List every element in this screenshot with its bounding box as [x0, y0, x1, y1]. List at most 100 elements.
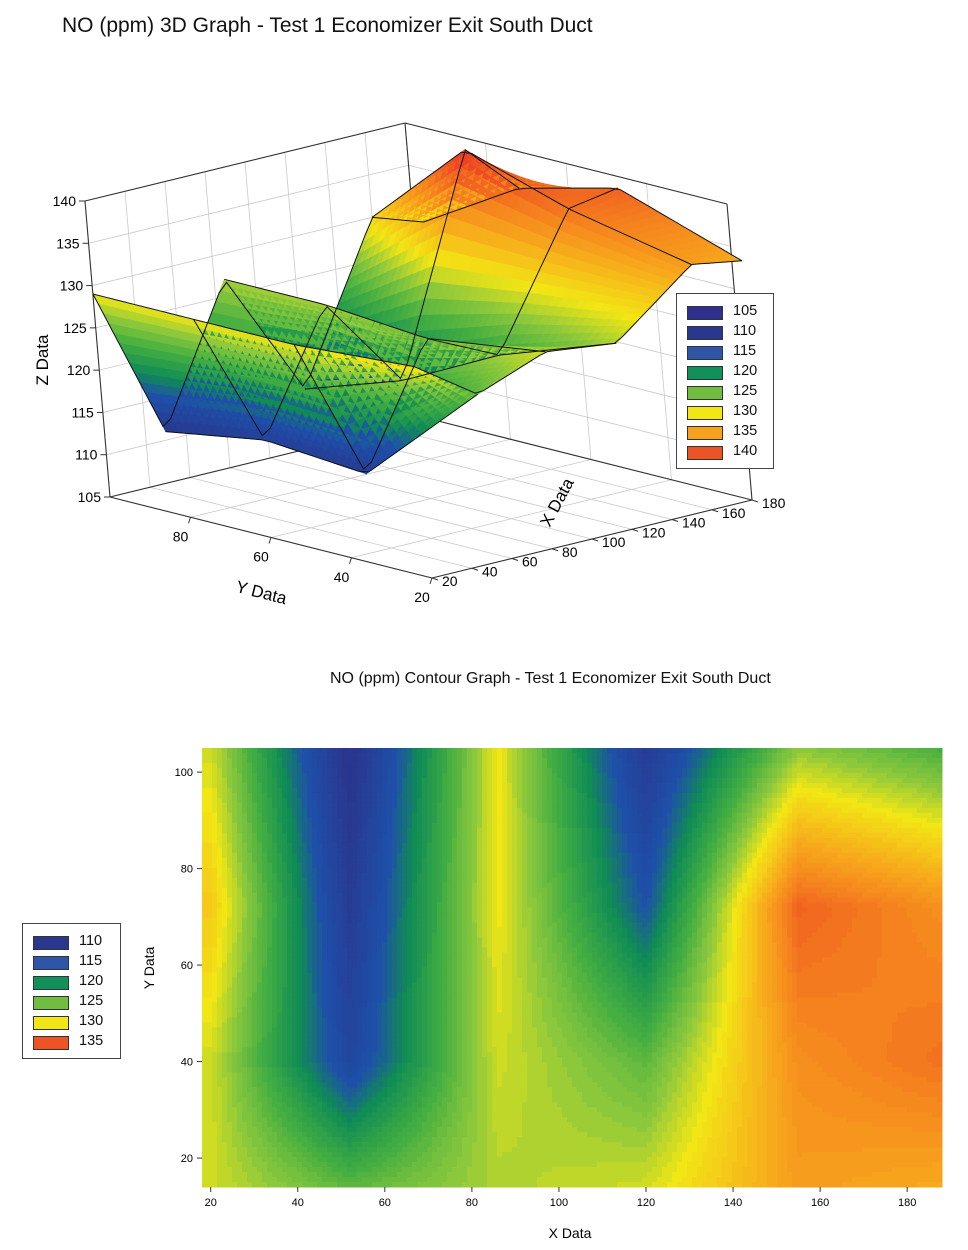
contour-cell — [847, 792, 853, 799]
contour-cell — [247, 782, 253, 789]
contour-cell — [297, 787, 303, 794]
contour-cell — [552, 787, 558, 794]
contour-cell — [552, 782, 558, 789]
contour-cell — [892, 772, 898, 779]
contour-cell — [877, 767, 883, 774]
contour-cell — [587, 787, 593, 794]
contour-cell — [282, 748, 288, 754]
contour-cell — [272, 812, 278, 819]
contour-cell — [442, 797, 448, 804]
contour-cell — [697, 802, 703, 809]
contour-cell — [457, 772, 463, 779]
contour-cell — [707, 762, 713, 769]
contour-cell — [857, 802, 863, 809]
contour-cell — [262, 802, 268, 809]
contour-cell — [842, 748, 848, 754]
contour-cell — [852, 797, 858, 804]
contour-cell — [472, 797, 478, 804]
contour-cell — [882, 792, 888, 799]
contour-cell — [752, 767, 758, 774]
contour-cell — [457, 807, 463, 814]
contour-cell — [817, 777, 823, 784]
contour-cell — [607, 802, 613, 809]
contour-cell — [272, 772, 278, 779]
contour-cell — [577, 777, 583, 784]
contour-cell — [557, 767, 563, 774]
contour-cell — [637, 762, 643, 769]
contour-cell — [742, 762, 748, 769]
contour-cell — [492, 772, 498, 779]
contour-cell — [472, 802, 478, 809]
contour-cell — [442, 792, 448, 799]
contour-cell — [762, 792, 768, 799]
contour-cell — [492, 787, 498, 794]
contour-cell — [582, 797, 588, 804]
contour-cell — [832, 802, 838, 809]
contour-cell — [347, 782, 353, 789]
contour-cell — [937, 752, 943, 759]
contour-cell — [567, 748, 573, 754]
contour-cell — [717, 772, 723, 779]
contour-cell — [467, 767, 473, 774]
contour-cell — [662, 782, 668, 789]
contour-cell — [347, 797, 353, 804]
contour-cell — [832, 807, 838, 814]
contour-cell — [687, 797, 693, 804]
contour-cell — [717, 748, 723, 754]
contour-cell — [887, 777, 893, 784]
contour-cell — [777, 752, 783, 759]
contour-cell — [487, 787, 493, 794]
contour-cell — [307, 762, 313, 769]
contour-cell — [577, 757, 583, 764]
contour-cell — [497, 767, 503, 774]
contour-cell — [687, 787, 693, 794]
contour-cell — [387, 787, 393, 794]
contour-cell — [862, 807, 868, 814]
contour-cell — [227, 807, 233, 814]
contour-cell — [747, 782, 753, 789]
contour-cell — [437, 797, 443, 804]
contour-cell — [222, 797, 228, 804]
contour-cell — [227, 767, 233, 774]
contour-cell — [572, 752, 578, 759]
contour-cell — [842, 762, 848, 769]
contour-cell — [377, 782, 383, 789]
contour-cell — [322, 797, 328, 804]
contour-cell — [447, 787, 453, 794]
contour-cell — [787, 782, 793, 789]
contour-cell — [772, 797, 778, 804]
contour-cell — [327, 777, 333, 784]
contour-cell — [392, 772, 398, 779]
contour-cell — [747, 787, 753, 794]
contour-cell — [502, 748, 508, 754]
contour-cell — [482, 772, 488, 779]
contour-cell — [647, 797, 653, 804]
contour-cell — [742, 782, 748, 789]
contour-cell — [877, 787, 883, 794]
contour-cell — [897, 752, 903, 759]
contour-cell — [737, 772, 743, 779]
contour-cell — [627, 772, 633, 779]
contour-cell — [322, 757, 328, 764]
contour-cell — [907, 807, 913, 814]
contour-cell — [352, 782, 358, 789]
contour-cell — [337, 787, 343, 794]
contour-cell — [437, 767, 443, 774]
contour-cell — [737, 792, 743, 799]
contour-cell — [272, 807, 278, 814]
contour-cell — [667, 807, 673, 814]
contour-cell — [217, 752, 223, 759]
contour-cell — [927, 752, 933, 759]
x-tick — [551, 548, 559, 552]
contour-cell — [467, 748, 473, 754]
contour-cell — [832, 752, 838, 759]
contour-cell — [562, 752, 568, 759]
contour-cell — [892, 802, 898, 809]
contour-cell — [652, 797, 658, 804]
contour-cell — [262, 797, 268, 804]
contour-cell — [817, 792, 823, 799]
contour-cell — [307, 757, 313, 764]
contour-cell — [377, 787, 383, 794]
contour-cell — [222, 787, 228, 794]
contour-cell — [702, 797, 708, 804]
